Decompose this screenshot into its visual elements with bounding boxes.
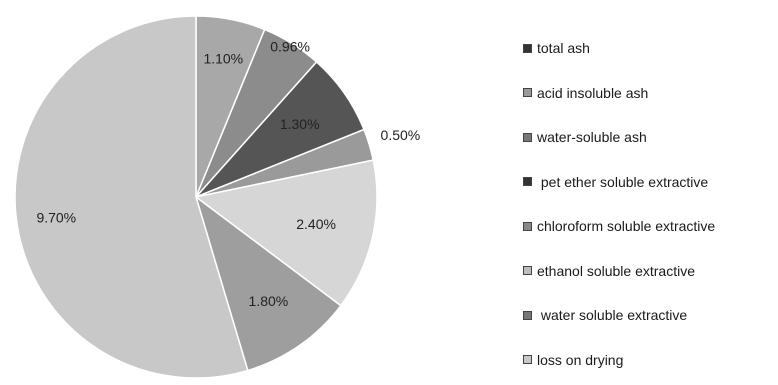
legend-swatch-6	[523, 266, 532, 276]
legend-item-2: acid insoluble ash	[523, 71, 778, 116]
slice-value-label-7: 9.70%	[36, 209, 76, 225]
slice-value-label-3: 1.30%	[280, 116, 320, 132]
legend-swatch-4	[523, 177, 532, 187]
legend-item-7: water soluble extractive	[523, 293, 778, 338]
legend-swatch-2	[523, 88, 532, 98]
legend-label-8: loss on drying	[537, 351, 624, 368]
legend-label-3: water-soluble ash	[537, 129, 647, 146]
legend-label-1: total ash	[537, 40, 590, 57]
legend-item-1: total ash	[523, 26, 778, 71]
legend-label-7: water soluble extractive	[537, 307, 688, 324]
pie-slice-6	[194, 195, 342, 372]
legend-label-4: pet ether soluble extractive	[537, 173, 709, 190]
legend-item-5: chloroform soluble extractive	[523, 204, 778, 249]
legend-item-8: loss on drying	[523, 338, 778, 383]
legend-label-6: ethanol soluble extractive	[537, 262, 695, 279]
pie-slices	[14, 15, 378, 379]
slice-value-label-2: 0.96%	[270, 39, 310, 55]
legend-item-3: water-soluble ash	[523, 115, 778, 160]
pie-chart: 1.10% 0.96% 1.30% 0.50% 2.40% 1.80% 9.70%	[14, 15, 420, 379]
pie-slice-5	[194, 159, 378, 307]
legend-swatch-3	[523, 132, 532, 142]
slice-value-label-6: 1.80%	[249, 293, 289, 309]
legend-swatch-1	[523, 43, 532, 53]
slice-value-label-4: 0.50%	[381, 127, 421, 143]
legend-swatch-8	[523, 355, 532, 365]
legend-item-6: ethanol soluble extractive	[523, 249, 778, 294]
legend-label-5: chloroform soluble extractive	[537, 218, 716, 235]
pie-slice-7	[14, 15, 249, 379]
legend-item-4: pet ether soluble extractive	[523, 160, 778, 205]
legend-swatch-5	[523, 221, 532, 231]
legend: total ash acid insoluble ash water-soluble…	[523, 26, 778, 382]
slice-value-label-5: 2.40%	[296, 216, 336, 232]
legend-label-2: acid insoluble ash	[537, 84, 649, 101]
legend-swatch-7	[523, 310, 532, 320]
pie-labels: 1.10% 0.96% 1.30% 0.50% 2.40% 1.80% 9.70%	[36, 39, 420, 309]
slice-value-label-1: 1.10%	[203, 51, 243, 67]
